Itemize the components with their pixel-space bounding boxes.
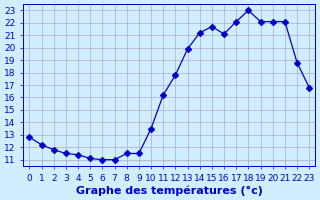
X-axis label: Graphe des températures (°c): Graphe des températures (°c) [76,185,263,196]
